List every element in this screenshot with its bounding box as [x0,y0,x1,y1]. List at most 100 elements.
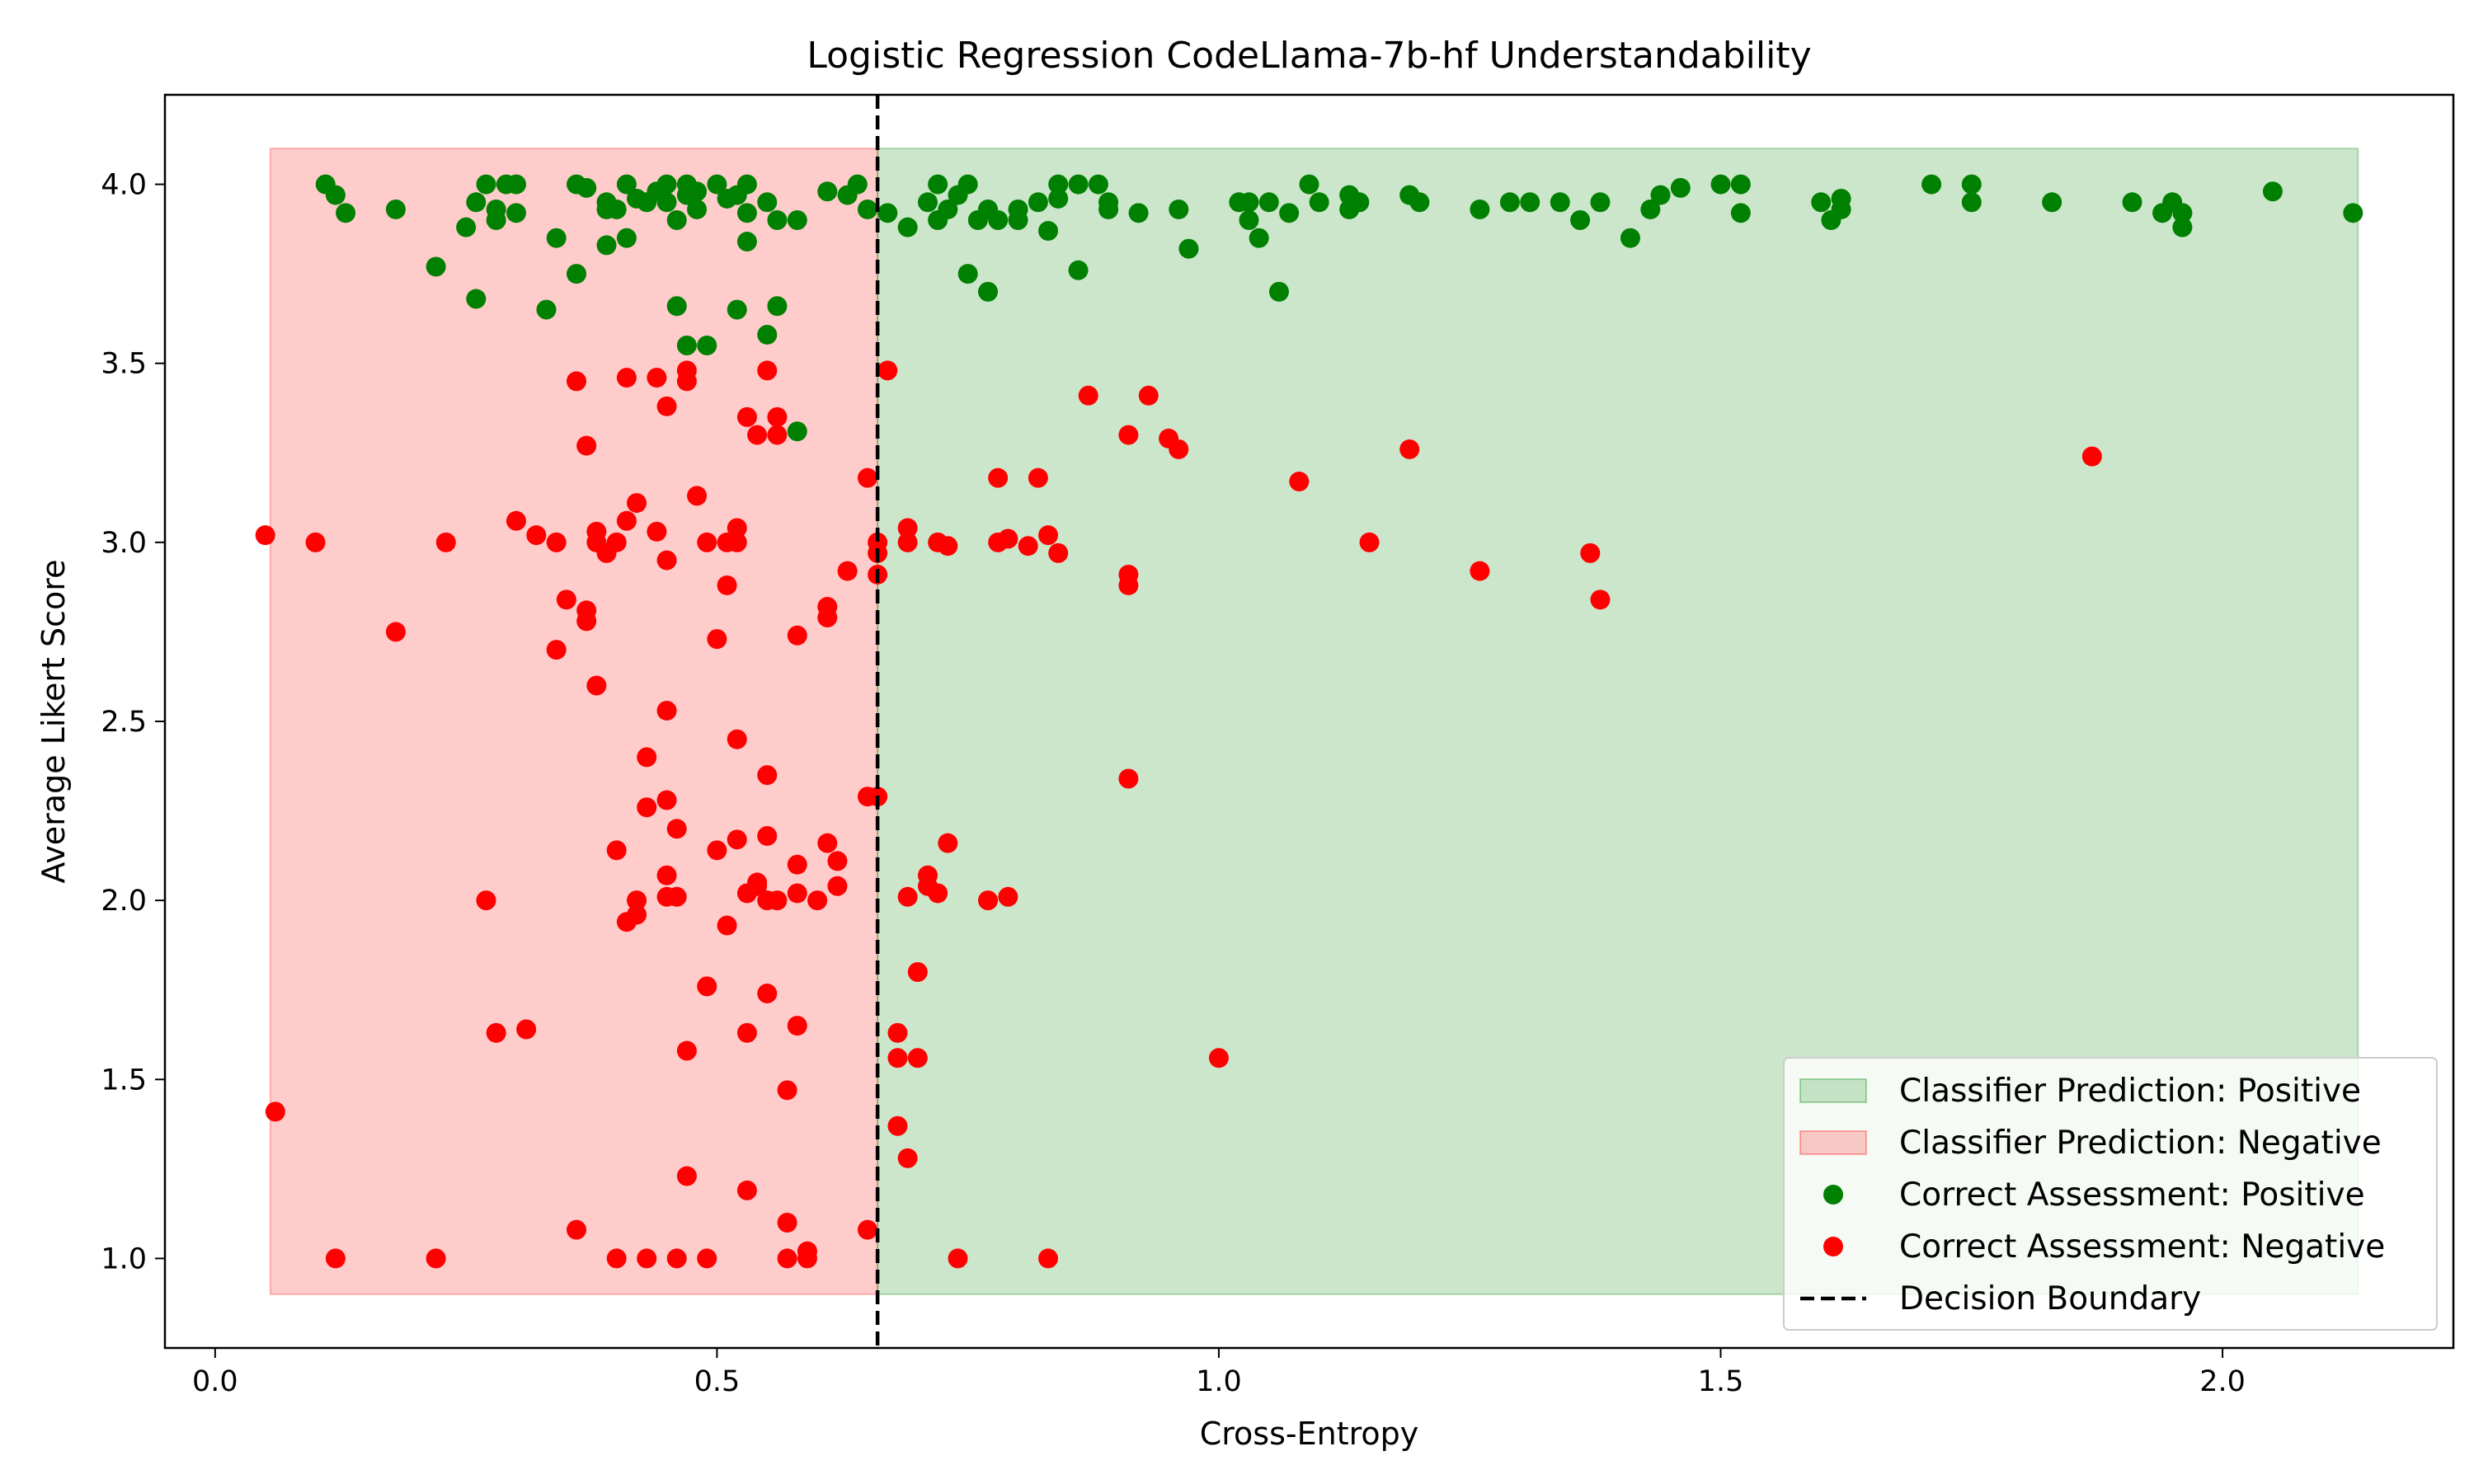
data-point [1169,439,1189,459]
data-point [1038,525,1059,546]
data-point [606,532,627,552]
data-point [697,1248,717,1269]
data-point [676,336,697,355]
data-point [727,532,747,552]
data-point [1309,192,1329,213]
data-point [1068,174,1089,195]
data-point [1349,192,1370,213]
data-point [506,203,526,223]
legend-entry: Classifier Prediction: Negative [1799,1125,2382,1162]
data-point [1138,385,1159,406]
data-point [656,396,677,416]
data-point [426,1248,446,1269]
data-point [897,886,918,907]
data-point [1590,192,1611,213]
series-positive [315,174,2363,442]
data-point [988,467,1009,488]
data-point [586,675,607,696]
legend-swatch [1799,1130,1867,1155]
data-point [928,883,948,904]
data-point [767,210,788,230]
data-point [476,174,496,195]
data-point [567,264,587,284]
data-point [687,199,708,219]
chart-title: Logistic Regression CodeLlama-7b-hf Unde… [807,35,1811,77]
data-point [1570,210,1591,230]
data-point [707,840,727,861]
data-point [666,886,687,907]
data-point [837,561,858,581]
data-point [907,1048,928,1068]
data-point [1028,467,1048,488]
data-point [546,228,567,248]
data-point [1018,536,1038,556]
data-point [897,518,918,538]
data-point [616,368,637,388]
data-point [707,629,727,650]
data-point [787,625,807,646]
x-tick-label: 1.5 [1698,1365,1744,1398]
data-point [1921,174,1942,195]
data-point [567,1219,587,1240]
data-point [2343,203,2363,223]
data-point [456,217,477,237]
data-point [656,550,677,571]
data-point [817,833,838,853]
data-point [1590,589,1611,610]
data-point [1289,472,1310,492]
x-tick-label: 2.0 [2199,1365,2246,1398]
data-point [255,525,275,546]
data-point [857,467,877,488]
data-point [998,528,1018,549]
data-point [466,289,487,309]
legend-label: Correct Assessment: Positive [1899,1176,2365,1214]
data-point [1239,210,1259,230]
data-point [727,829,747,850]
data-point [1520,192,1540,213]
data-point [1169,199,1189,219]
data-point [1279,203,1300,223]
data-point [757,984,778,1004]
data-point [887,1115,908,1136]
data-point [627,493,647,514]
data-point [717,915,737,936]
data-point [656,174,677,195]
data-point [978,890,999,911]
data-point [736,1180,757,1200]
data-point [606,1248,627,1269]
data-point [1048,542,1069,563]
data-point [1078,385,1098,406]
data-point [736,203,757,223]
data-point [1178,238,1199,259]
x-tick-label: 1.0 [1196,1365,1242,1398]
data-point [1208,1048,1229,1068]
y-axis-label: Average Likert Score [35,560,72,884]
data-point [1038,1248,1059,1269]
data-point [556,589,576,610]
data-point [868,532,888,552]
data-point [897,217,918,237]
data-point [606,840,627,861]
data-point [727,299,747,320]
data-point [697,976,717,997]
data-point [897,532,918,552]
legend-items: Classifier Prediction: Positive Classifie… [1799,1073,2385,1317]
data-point [426,256,446,277]
data-point [676,1040,697,1061]
data-point [887,1048,908,1068]
data-point [787,210,807,230]
data-point [1620,228,1640,248]
legend-marker [1823,1185,1843,1205]
legend-entry: Decision Boundary [1800,1280,2201,1317]
legend-label: Decision Boundary [1899,1280,2201,1317]
data-point [596,235,617,256]
data-point [1118,768,1139,789]
data-point [857,1219,877,1240]
y-tick-label: 2.0 [101,885,147,918]
y-tick-label: 3.5 [101,348,147,381]
data-point [736,1022,757,1043]
data-point [2172,203,2193,223]
data-point [616,510,637,531]
data-point [486,1022,506,1043]
data-point [576,600,597,621]
